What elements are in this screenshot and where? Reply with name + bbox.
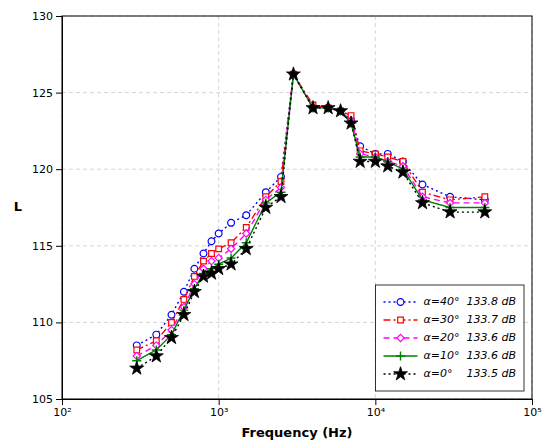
point [215, 230, 222, 237]
legend-item: α=30° 133.7 dB [384, 313, 516, 326]
x-tick: 10⁴ [367, 399, 386, 419]
legend-item: α=0° 133.5 dB [384, 367, 516, 380]
point [321, 101, 335, 114]
point [191, 265, 198, 272]
point [306, 101, 320, 114]
point [216, 246, 222, 252]
point [208, 238, 215, 245]
point [286, 67, 300, 80]
legend-marker [394, 367, 408, 380]
x-axis-line [63, 400, 533, 406]
point [209, 251, 215, 257]
x-axis-title: Frequency (Hz) [242, 425, 353, 440]
point [478, 205, 492, 218]
legend-box [376, 285, 524, 391]
point [200, 250, 207, 257]
grid [62, 16, 532, 399]
y-tick-mark [56, 169, 62, 170]
y-tick-label: 115 [32, 240, 53, 253]
point [187, 284, 201, 297]
point [381, 159, 395, 172]
x-tick: 10³ [210, 399, 228, 419]
y-tick-mark [56, 322, 62, 323]
point [130, 361, 144, 374]
legend-marker [398, 317, 404, 323]
x-tick-label: 10⁵ [523, 406, 541, 419]
x-tick-mark [219, 399, 220, 405]
legend-marker [397, 299, 404, 306]
y-tick: 120 [32, 163, 62, 176]
x-tick-mark [375, 399, 376, 405]
point [443, 205, 457, 218]
point [368, 154, 382, 167]
x-tick-label: 10³ [210, 406, 228, 419]
x-tick-label: 10⁴ [367, 406, 386, 419]
x-axis: 10² 10³ 10⁴ 10⁵ [53, 399, 541, 419]
chart: 10² 10³ 10⁴ 10⁵ 105 110 115 120 125 130 Frequency … [0, 0, 552, 447]
point [274, 189, 288, 202]
y-axis: 105 110 115 120 125 130 [32, 10, 63, 406]
y-grid-line [62, 92, 532, 93]
point [201, 258, 207, 264]
point [419, 181, 426, 188]
x-tick-label: 10² [53, 406, 71, 419]
x-grid-line [218, 16, 219, 399]
legend-marker [396, 352, 405, 361]
y-grid-line [62, 169, 532, 170]
point [396, 165, 410, 178]
x-tick: 10⁵ [523, 399, 541, 419]
x-tick: 10² [53, 399, 71, 419]
point [224, 257, 238, 270]
point [212, 261, 226, 274]
plot-area: 10² 10³ 10⁴ 10⁵ 105 110 115 120 125 130 Frequency … [14, 10, 542, 440]
legend-label: α=0° 133.5 dB [424, 367, 516, 380]
y-tick-label: 130 [32, 10, 53, 23]
y-tick-label: 105 [32, 393, 53, 406]
point [416, 196, 430, 209]
y-grid-line [62, 245, 532, 246]
y-tick: 130 [32, 10, 62, 23]
point [259, 200, 273, 213]
y-tick: 110 [32, 316, 62, 329]
legend-item: α=20° 133.6 dB [384, 331, 516, 344]
point [165, 330, 179, 343]
y-tick: 105 [32, 393, 62, 406]
plot-frame [62, 16, 532, 399]
legend-label: α=40° 133.8 dB [424, 295, 516, 308]
legend-marker [397, 334, 404, 341]
legend-label: α=20° 133.6 dB [424, 331, 516, 344]
legend: α=40° 133.8 dB α=30° 133.7 dB α=20° 133.6 … [376, 285, 524, 391]
point [353, 154, 367, 167]
y-tick-mark [56, 16, 62, 17]
legend-label: α=10° 133.6 dB [424, 349, 516, 362]
point [344, 116, 358, 129]
point [208, 258, 215, 265]
y-tick-mark [56, 93, 62, 94]
y-axis-title: L [14, 199, 22, 214]
point [239, 242, 253, 255]
y-tick-mark [56, 246, 62, 247]
y-tick-label: 125 [32, 87, 53, 100]
point [169, 320, 175, 326]
point [177, 307, 191, 320]
point [227, 245, 234, 252]
y-tick-label: 110 [32, 316, 53, 329]
point [334, 104, 348, 117]
point [149, 349, 163, 362]
y-tick-mark [56, 399, 62, 400]
legend-item: α=40° 133.8 dB [384, 295, 516, 308]
point [228, 219, 235, 226]
legend-label: α=30° 133.7 dB [424, 313, 516, 326]
y-tick: 125 [32, 87, 62, 100]
legend-item: α=10° 133.6 dB [384, 349, 516, 362]
y-tick-label: 120 [32, 163, 53, 176]
x-tick-mark [532, 399, 533, 405]
point [243, 212, 250, 219]
y-tick: 115 [32, 240, 62, 253]
